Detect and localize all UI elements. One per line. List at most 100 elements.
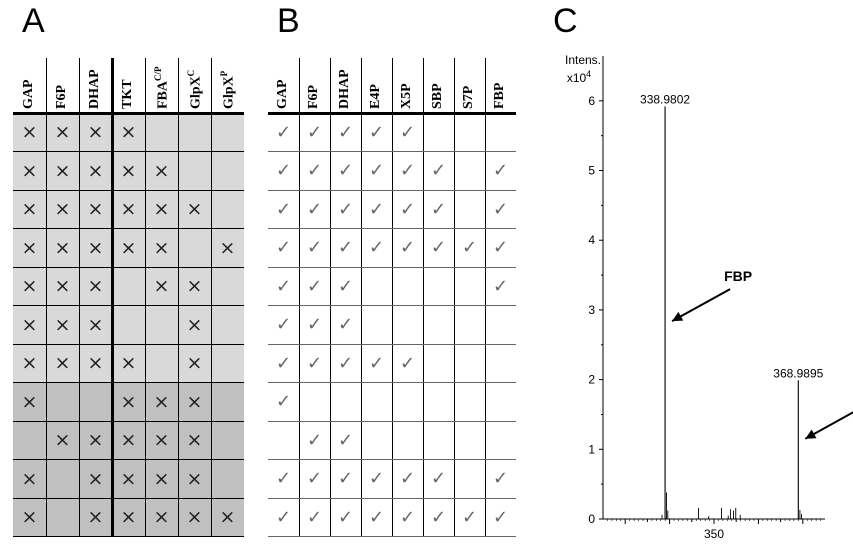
panel-a-cross-mark: × — [87, 121, 104, 144]
panel-a-cross-mark: × — [21, 352, 38, 375]
panel-b-check-mark: ✓ — [492, 198, 509, 220]
panel-b-check-mark: ✓ — [461, 237, 478, 259]
x-tick-label: 350 — [704, 527, 724, 541]
panel-b-check-mark: ✓ — [275, 506, 292, 528]
panel-b-column-header: F6P — [306, 84, 321, 109]
panel-b-table: GAP F6P DHAP E4P X5P SBP S7P FBP ✓ ✓ ✓ ✓ ✓ ✓ ✓ ✓ ✓ ✓ ✓ ✓ ✓ ✓ ✓… — [268, 58, 530, 537]
panel-b-check-mark: ✓ — [492, 160, 509, 182]
panel-a-cross-mark: × — [120, 236, 137, 259]
panel-b-check-mark: ✓ — [275, 121, 292, 143]
panel-a-cross-mark: × — [21, 313, 38, 336]
y-tick-label: 6 — [588, 94, 595, 108]
panel-b-check-mark: ✓ — [275, 314, 292, 336]
panel-a-cross-mark: × — [54, 313, 71, 336]
panel-b-row-divider — [268, 420, 516, 422]
panel-a-row-background — [13, 382, 244, 421]
panel-a-cross-mark: × — [21, 467, 38, 490]
panel-a-cross-mark: × — [87, 429, 104, 452]
panel-a-cross-mark: × — [186, 352, 203, 375]
panel-a-row-background — [13, 190, 244, 229]
panel-a-cross-mark: × — [54, 236, 71, 259]
panel-a-row-divider — [13, 111, 244, 115]
panel-a-column-divider — [45, 58, 47, 537]
panel-a-cross-mark: × — [21, 390, 38, 413]
panel-b-check-mark: ✓ — [430, 198, 447, 220]
panel-b-check-mark: ✓ — [306, 352, 323, 374]
mass-spectrum-chart: Intens. x104 0 1 2 3 4 5 6 350 338.9802 368.9895 FBP… — [565, 53, 853, 541]
panel-b-check-mark: ✓ — [337, 314, 354, 336]
panel-b-check-mark: ✓ — [337, 160, 354, 182]
panel-a-cross-mark: × — [120, 390, 137, 413]
panel-b-check-mark: ✓ — [399, 506, 416, 528]
panel-a-cross-mark: × — [153, 429, 170, 452]
panel-b-check-mark: ✓ — [430, 160, 447, 182]
panel-a-cross-mark: × — [87, 313, 104, 336]
panel-b-check-mark: ✓ — [337, 237, 354, 259]
panel-b-row-divider — [268, 459, 516, 460]
panel-b-check-mark: ✓ — [306, 506, 323, 528]
panel-a-cross-mark: × — [120, 429, 137, 452]
panel-a-column-header: F6P — [54, 84, 69, 109]
y-axis-unit: x104 — [567, 69, 591, 85]
y-tick-label: 1 — [588, 442, 595, 456]
annotation-arrow — [804, 411, 853, 440]
panel-a-table: GAP F6P DHAP TKT FBAC/P GlpXC GlpXP × × × × × × × × × × ×… — [13, 58, 244, 537]
panel-b-check-mark: ✓ — [275, 198, 292, 220]
panel-b-check-mark: ✓ — [430, 237, 447, 259]
panel-a-cross-mark: × — [120, 159, 137, 182]
panel-b-check-mark: ✓ — [368, 198, 385, 220]
panel-b-check-mark: ✓ — [337, 429, 354, 451]
panel-b-row-divider — [268, 343, 516, 345]
panel-b-check-mark: ✓ — [306, 314, 323, 336]
panel-b-check-mark: ✓ — [337, 121, 354, 143]
panel-b-check-mark: ✓ — [337, 468, 354, 490]
panel-a-row-divider — [13, 343, 244, 345]
panel-a-cross-mark: × — [153, 159, 170, 182]
panel-a-cross-mark: × — [153, 198, 170, 221]
panel-a-cross-mark: × — [153, 390, 170, 413]
panel-a-cross-mark: × — [54, 352, 71, 375]
panel-b-column-header: FBP — [492, 82, 507, 109]
y-tick-label: 0 — [588, 512, 595, 526]
panel-a-row-divider — [13, 536, 244, 537]
y-tick-label: 2 — [588, 373, 595, 387]
panel-a-cross-mark: × — [54, 429, 71, 452]
panel-b-check-mark: ✓ — [368, 352, 385, 374]
panel-b-check-mark: ✓ — [306, 121, 323, 143]
panel-b-row-divider — [268, 497, 516, 499]
panel-a-cross-mark: × — [54, 159, 71, 182]
panel-a-column-header: GlpXC — [186, 69, 204, 109]
panel-a-cross-mark: × — [120, 121, 137, 144]
panel-a-row-background — [13, 498, 244, 537]
panel-a-cross-mark: × — [186, 198, 203, 221]
y-tick-label: 4 — [588, 233, 595, 247]
panel-a-cross-mark: × — [120, 467, 137, 490]
panel-b-check-mark: ✓ — [492, 468, 509, 490]
panel-a-cross-mark: × — [186, 390, 203, 413]
panel-b-column-divider — [484, 58, 486, 537]
panel-a-row-background — [13, 305, 244, 344]
panel-a-row-divider — [13, 266, 244, 268]
annotation-arrow — [671, 288, 731, 322]
panel-b-check-mark: ✓ — [492, 506, 509, 528]
panel-b-check-mark: ✓ — [399, 468, 416, 490]
panel-b-check-mark: ✓ — [275, 160, 292, 182]
panel-b-check-mark: ✓ — [461, 506, 478, 528]
panel-b-check-mark: ✓ — [368, 237, 385, 259]
panel-b-column-header: S7P — [461, 85, 476, 109]
panel-a-cross-mark: × — [153, 506, 170, 529]
panel-b-row-divider — [268, 189, 516, 191]
panel-b-check-mark: ✓ — [368, 506, 385, 528]
panel-a-column-header: FBAC/P — [153, 66, 171, 110]
panel-a-cross-mark: × — [186, 467, 203, 490]
panel-a-row-divider — [13, 382, 244, 383]
panel-a-cross-mark: × — [87, 467, 104, 490]
panel-a-cross-mark: × — [21, 121, 38, 144]
panel-a-row-background — [13, 344, 244, 383]
panel-a-cross-mark: × — [21, 506, 38, 529]
panel-a-row-divider — [13, 151, 244, 152]
panel-b-column-header: GAP — [275, 79, 290, 109]
panel-b-check-mark: ✓ — [275, 352, 292, 374]
panel-b-check-mark: ✓ — [306, 429, 323, 451]
panel-a-column-divider — [177, 58, 179, 537]
